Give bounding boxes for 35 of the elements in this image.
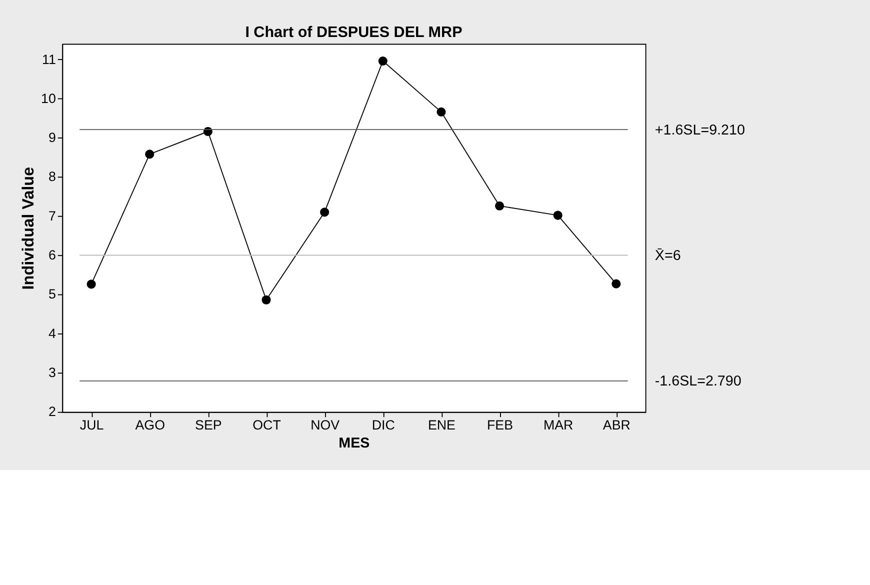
ref-line-label: +1.6SL=9.210 (654, 122, 745, 138)
point (553, 210, 562, 220)
y-tick-label: 6 (48, 248, 56, 263)
x-tick-label: AGO (135, 418, 165, 433)
x-tick-label: FEB (487, 418, 514, 433)
ref-line-label: -1.6SL=2.790 (654, 374, 742, 390)
y-tick-label: 5 (48, 286, 56, 302)
x-tick-label: JUL (80, 418, 104, 433)
point (436, 107, 446, 116)
point (495, 201, 504, 210)
x-tick-label: ABR (602, 418, 631, 433)
y-tick-label: 11 (42, 52, 56, 67)
chart-title: I Chart of DESPUES DEL MRP (245, 24, 462, 42)
y-tick-label: 2 (48, 404, 56, 420)
x-tick-label: NOV (310, 418, 340, 433)
x-tick-label: MAR (543, 418, 574, 433)
x-tick-label: SEP (195, 418, 222, 433)
x-tick-label: OCT (252, 418, 281, 433)
y-tick-label: 7 (48, 208, 56, 224)
ref-line-label: X̄=6 (654, 248, 681, 264)
point (262, 295, 271, 304)
x-tick-label: DIC (372, 418, 396, 433)
y-tick-label: 10 (41, 90, 56, 106)
y-tick-label: 8 (48, 169, 56, 184)
y-axis-title: Individual Value (19, 166, 38, 290)
y-tick-label: 3 (48, 365, 56, 380)
point (320, 208, 330, 217)
point (145, 150, 154, 159)
y-tick-label: 9 (48, 130, 56, 146)
x-axis-title: MES (338, 436, 370, 452)
y-tick-label: 4 (48, 326, 56, 341)
x-tick-label: ENE (428, 418, 456, 433)
point (86, 280, 96, 289)
point (612, 279, 621, 288)
point (378, 56, 388, 66)
